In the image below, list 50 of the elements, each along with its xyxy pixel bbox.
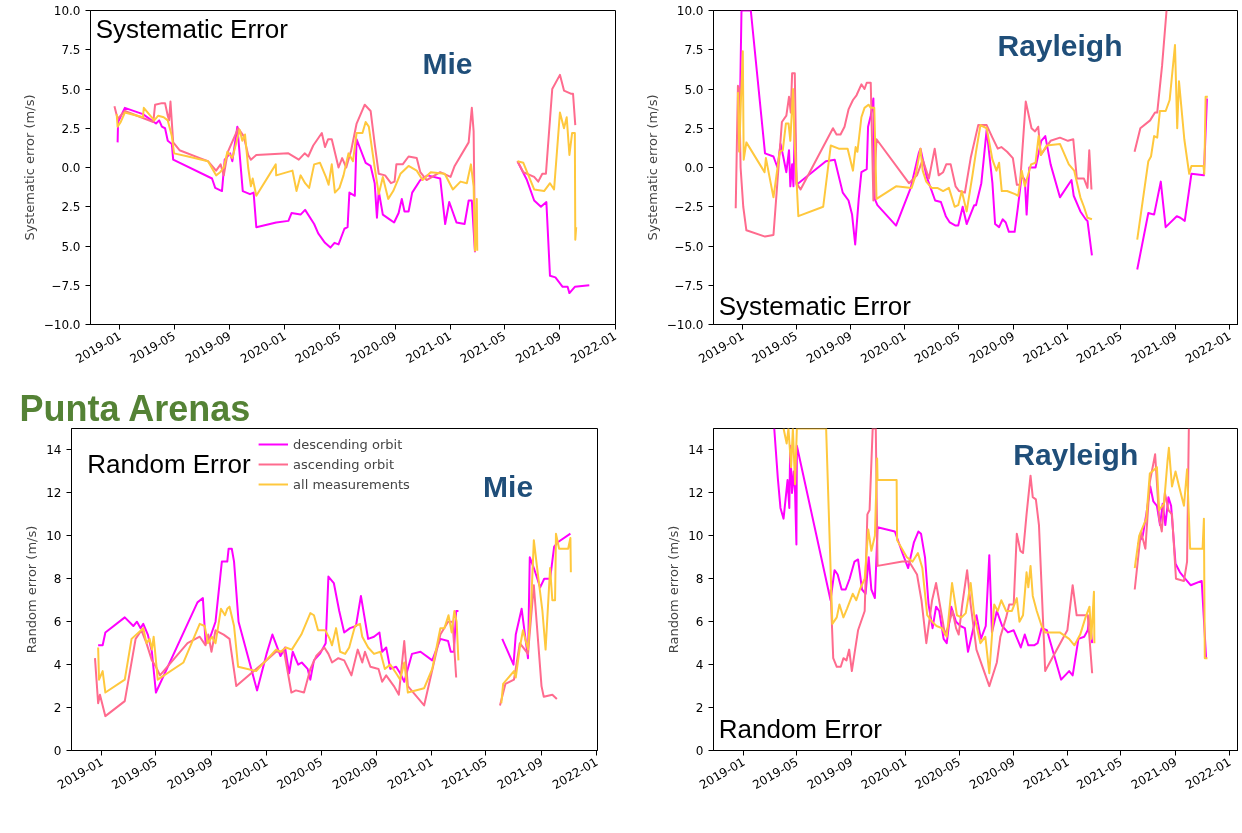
legend-label: all measurements <box>293 475 410 493</box>
y-tick-label: −2.5 <box>674 200 704 215</box>
y-tick-label: 7.5 <box>61 43 81 58</box>
y-tick-label: −5.0 <box>674 239 704 254</box>
y-tick-label: 8 <box>695 572 704 587</box>
y-tick-label: 14 <box>688 443 704 458</box>
y-tick-label: 7.5 <box>684 43 704 58</box>
y-tick-label: 14 <box>46 443 62 458</box>
y-tick-label: 12 <box>46 486 62 501</box>
y-tick-label: 5.0 <box>61 82 81 97</box>
y-tick-label: 0 <box>695 744 704 758</box>
y-tick-label: 0 <box>53 744 62 758</box>
y-tick-label: 4 <box>695 658 704 673</box>
y-tick-label: 10.0 <box>53 4 81 18</box>
legend-label: ascending orbit <box>293 455 394 473</box>
annotation: Random Error <box>87 448 251 479</box>
chart-title: Punta Arenas <box>19 387 251 429</box>
y-tick-label: 8 <box>53 572 62 587</box>
y-tick-label: −7.5 <box>51 278 81 293</box>
y-tick-label: 5.0 <box>684 82 704 97</box>
annotation: Rayleigh <box>997 28 1123 62</box>
y-axis-title: Random error (m/s) <box>24 525 40 654</box>
y-axis-title: Random error (m/s) <box>666 525 682 654</box>
y-tick-label: 10.0 <box>676 4 704 18</box>
y-tick-label: 5.0 <box>61 239 81 254</box>
y-tick-label: 6 <box>695 615 704 630</box>
y-tick-label: 2.5 <box>61 121 81 136</box>
annotation: Systematic Error <box>95 13 289 44</box>
annotation: Mie <box>422 47 473 81</box>
y-tick-label: 10 <box>688 529 704 544</box>
y-axis-title: Systematic error (m/s) <box>644 94 660 241</box>
y-tick-label: 0.0 <box>61 161 81 175</box>
y-tick-label: 4 <box>53 658 62 673</box>
y-tick-label: 2 <box>53 701 62 716</box>
y-tick-label: 2.5 <box>684 121 704 136</box>
y-tick-label: −10.0 <box>666 318 704 332</box>
y-tick-label: −10.0 <box>43 318 81 332</box>
y-tick-label: 10 <box>46 529 62 544</box>
annotation: Mie <box>483 469 534 503</box>
annotation: Systematic Error <box>718 291 912 322</box>
y-tick-label: −7.5 <box>674 278 704 293</box>
y-tick-label: 2.5 <box>61 200 81 215</box>
annotation: Random Error <box>718 714 883 745</box>
legend-label: descending orbit <box>293 435 403 453</box>
y-axis-title: Systematic error (m/s) <box>21 94 37 241</box>
y-tick-label: 6 <box>53 615 62 630</box>
annotation: Rayleigh <box>1013 437 1139 471</box>
y-tick-label: 12 <box>688 486 704 501</box>
y-tick-label: 0.0 <box>684 161 704 175</box>
y-tick-label: 2 <box>695 701 704 716</box>
